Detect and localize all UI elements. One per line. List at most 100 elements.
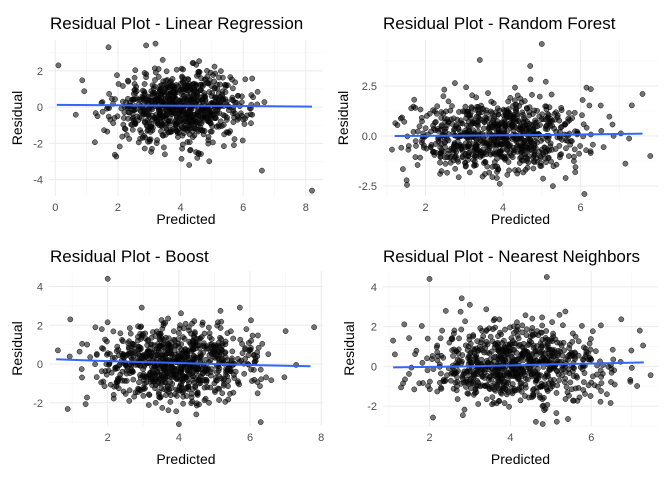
data-point	[527, 333, 534, 340]
data-point	[398, 144, 405, 151]
data-point	[485, 90, 491, 96]
data-point	[583, 351, 589, 358]
data-point	[550, 183, 556, 189]
data-point	[239, 137, 246, 144]
data-point	[434, 342, 441, 349]
data-point	[517, 155, 523, 161]
data-point	[169, 110, 176, 117]
y-tick-label: -2	[33, 398, 43, 410]
data-point	[571, 158, 577, 164]
data-point	[212, 108, 219, 115]
data-point	[580, 121, 587, 128]
data-point	[495, 111, 502, 118]
data-point	[412, 105, 419, 111]
data-point	[243, 326, 250, 333]
data-point	[483, 396, 490, 403]
data-point	[188, 390, 195, 397]
data-point	[492, 324, 498, 331]
data-point	[248, 317, 254, 324]
data-point	[159, 57, 166, 63]
data-point	[150, 91, 157, 97]
data-point	[416, 123, 423, 130]
data-point	[531, 107, 538, 114]
data-point	[567, 379, 574, 386]
data-point	[480, 125, 487, 132]
data-point	[538, 41, 545, 47]
data-point	[442, 160, 449, 167]
data-point	[174, 130, 181, 137]
data-point	[506, 371, 513, 378]
data-point	[516, 143, 523, 150]
data-point	[105, 367, 112, 374]
data-point	[165, 348, 171, 355]
data-point	[482, 158, 488, 165]
data-point	[114, 113, 121, 120]
y-axis-title: Residual	[335, 91, 351, 145]
data-point	[610, 356, 617, 363]
residual-points	[389, 41, 654, 197]
data-point	[241, 370, 248, 377]
data-point	[519, 329, 526, 336]
data-point	[528, 394, 535, 401]
data-point	[165, 118, 172, 125]
data-point	[127, 330, 134, 337]
data-point	[185, 324, 192, 331]
data-point	[526, 356, 532, 363]
data-point	[590, 141, 596, 148]
data-point	[465, 390, 472, 397]
data-point	[533, 418, 539, 425]
data-point	[531, 148, 538, 155]
data-point	[119, 337, 125, 343]
data-point	[418, 323, 425, 329]
data-point	[55, 347, 61, 354]
data-point	[483, 110, 490, 116]
data-point	[585, 356, 592, 363]
data-point	[567, 138, 574, 144]
data-point	[598, 388, 604, 394]
data-point	[55, 62, 62, 69]
data-point	[502, 359, 509, 365]
data-point	[120, 98, 126, 105]
data-point	[195, 71, 202, 78]
data-point	[179, 141, 186, 148]
data-point	[217, 334, 223, 341]
data-point	[517, 353, 524, 360]
data-point	[572, 169, 579, 175]
data-point	[536, 113, 543, 120]
data-point	[479, 347, 486, 354]
data-point	[236, 358, 243, 365]
data-point	[225, 383, 231, 390]
data-point	[464, 122, 470, 129]
data-point	[543, 274, 550, 280]
data-point	[116, 143, 123, 150]
data-point	[479, 106, 485, 112]
data-point	[98, 379, 105, 386]
data-point	[186, 380, 192, 386]
data-point	[209, 123, 216, 130]
data-point	[450, 353, 456, 359]
data-point	[513, 118, 519, 125]
data-point	[122, 126, 129, 133]
data-point	[171, 373, 178, 380]
data-point	[92, 361, 98, 368]
data-point	[180, 400, 186, 407]
data-point	[581, 344, 587, 351]
data-point	[255, 332, 261, 339]
data-point	[178, 65, 185, 72]
data-point	[216, 352, 222, 358]
data-point	[192, 340, 199, 347]
data-point	[453, 348, 460, 355]
data-point	[217, 118, 224, 125]
data-point	[205, 324, 212, 331]
data-point	[64, 406, 71, 412]
data-point	[435, 353, 441, 359]
data-point	[257, 383, 263, 389]
data-point	[194, 392, 201, 398]
data-point	[167, 128, 174, 135]
data-point	[198, 151, 204, 157]
data-point	[556, 311, 563, 318]
data-point	[611, 367, 618, 374]
data-point	[581, 379, 587, 385]
data-point	[136, 114, 143, 121]
data-point	[500, 112, 507, 119]
